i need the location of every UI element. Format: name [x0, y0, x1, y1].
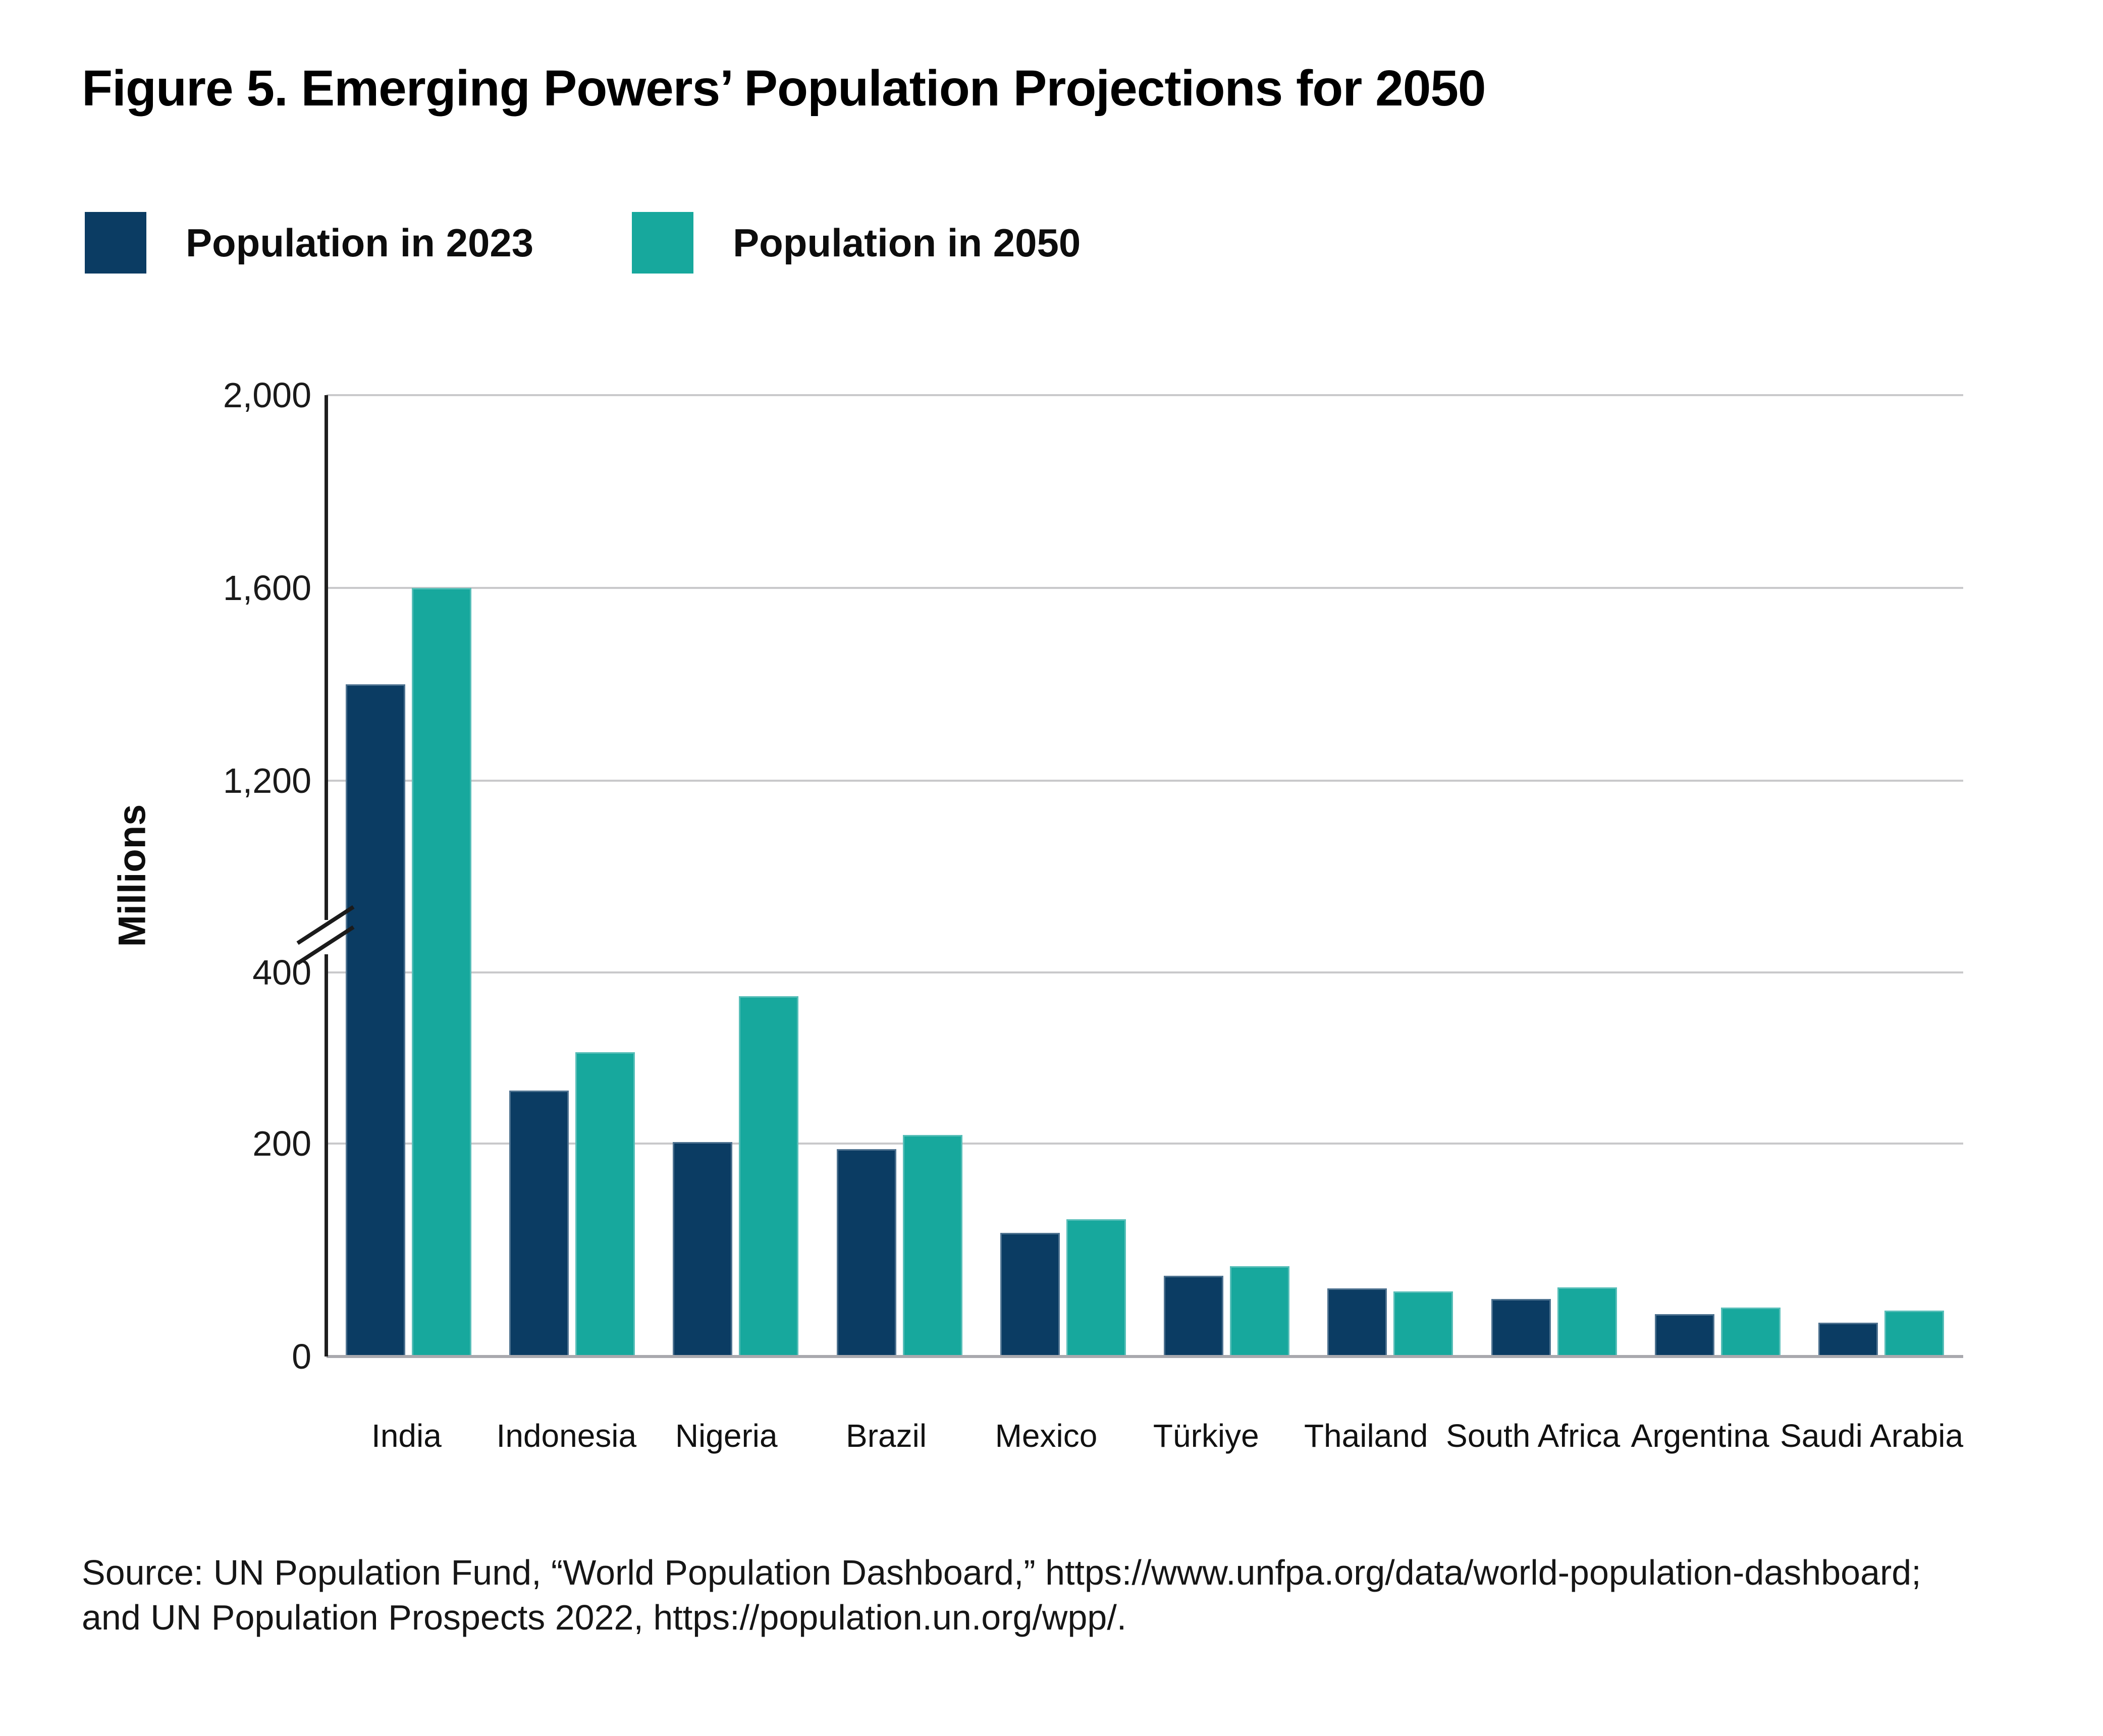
bar-indonesia-2050: [575, 1052, 635, 1357]
legend-label-1: Population in 2023: [186, 220, 534, 265]
gridline-200: [327, 1143, 1963, 1145]
legend-label-2: Population in 2050: [733, 220, 1081, 265]
x-label-nigeria: Nigeria: [675, 1418, 778, 1454]
bar-group-south-africa: [1472, 395, 1636, 1357]
gridline-2000: [327, 394, 1963, 396]
bar-south-africa-2023: [1491, 1299, 1551, 1357]
x-label-mexico: Mexico: [995, 1418, 1098, 1454]
y-tick-200: 200: [252, 1124, 311, 1164]
bar-türkiye-2023: [1164, 1275, 1224, 1357]
bar-south-africa-2050: [1557, 1287, 1617, 1357]
bar-nigeria-2050: [739, 996, 799, 1357]
x-label-india: India: [371, 1418, 442, 1454]
bar-india-2023: [345, 684, 405, 1357]
bar-group-mexico: [981, 395, 1145, 1357]
bar-brazil-2023: [836, 1149, 896, 1357]
x-label-brazil: Brazil: [846, 1418, 927, 1454]
gridline-1600: [327, 586, 1963, 589]
bar-group-nigeria: [654, 395, 818, 1357]
bar-brazil-2050: [902, 1135, 962, 1357]
bar-group-argentina: [1636, 395, 1799, 1357]
bar-thailand-2023: [1327, 1288, 1387, 1357]
plot-area: Millions 0 200 400 1,200 1,600 2,000: [111, 375, 1963, 1376]
bar-group-indonesia: [490, 395, 654, 1357]
source-line-1: Source: UN Population Fund, “World Popul…: [82, 1553, 1921, 1592]
legend-item-1: Population in 2023: [85, 212, 533, 274]
bar-india-2050: [411, 587, 471, 1357]
bar-group-thailand: [1309, 395, 1472, 1357]
bar-thailand-2050: [1393, 1291, 1453, 1357]
x-label-thailand: Thailand: [1304, 1418, 1428, 1454]
x-label-argentina: Argentina: [1631, 1418, 1769, 1454]
x-axis-line: [327, 1355, 1963, 1358]
bars-layer: [327, 395, 1963, 1357]
x-axis-labels: India Indonesia Nigeria Brazil Mexico Türkiye…: [327, 1417, 1963, 1454]
bar-nigeria-2023: [673, 1142, 733, 1357]
source-line-2: and UN Population Prospects 2022, https:…: [82, 1598, 1127, 1637]
bar-argentina-2023: [1655, 1314, 1715, 1357]
gridline-400: [327, 971, 1963, 973]
bar-group-türkiye: [1145, 395, 1308, 1357]
chart-legend: Population in 2023 Population in 2050: [85, 212, 1081, 274]
bar-argentina-2050: [1721, 1307, 1781, 1357]
bar-saudi-arabia-2023: [1818, 1322, 1878, 1357]
y-axis-line-segment-1: [325, 395, 328, 920]
y-tick-1200: 1,200: [223, 761, 311, 800]
x-label-south-africa: South Africa: [1446, 1418, 1621, 1454]
x-label-indonesia: Indonesia: [496, 1418, 637, 1454]
legend-swatch-1: [85, 212, 146, 274]
bar-group-india: [327, 395, 490, 1357]
legend-swatch-2: [632, 212, 694, 274]
gridline-1200: [327, 779, 1963, 782]
figure-title: Figure 5. Emerging Powers’ Population Pr…: [82, 60, 1486, 117]
source-note: Source: UN Population Fund, “World Popul…: [82, 1550, 1921, 1640]
bar-group-brazil: [818, 395, 981, 1357]
bar-türkiye-2050: [1230, 1266, 1290, 1357]
y-axis-title: Millions: [111, 804, 154, 947]
y-tick-2000: 2,000: [223, 375, 311, 415]
bar-indonesia-2023: [509, 1090, 569, 1357]
y-axis-line-segment-2: [325, 954, 328, 1357]
bar-mexico-2023: [1000, 1233, 1060, 1357]
x-label-saudi-arabia: Saudi Arabia: [1780, 1418, 1964, 1454]
bar-mexico-2050: [1066, 1219, 1126, 1357]
y-tick-0: 0: [292, 1337, 311, 1376]
y-tick-1600: 1,600: [223, 568, 311, 608]
bar-group-saudi-arabia: [1800, 395, 1963, 1357]
bar-saudi-arabia-2050: [1884, 1311, 1945, 1357]
x-label-türkiye: Türkiye: [1153, 1418, 1259, 1454]
legend-item-2: Population in 2050: [632, 212, 1081, 274]
